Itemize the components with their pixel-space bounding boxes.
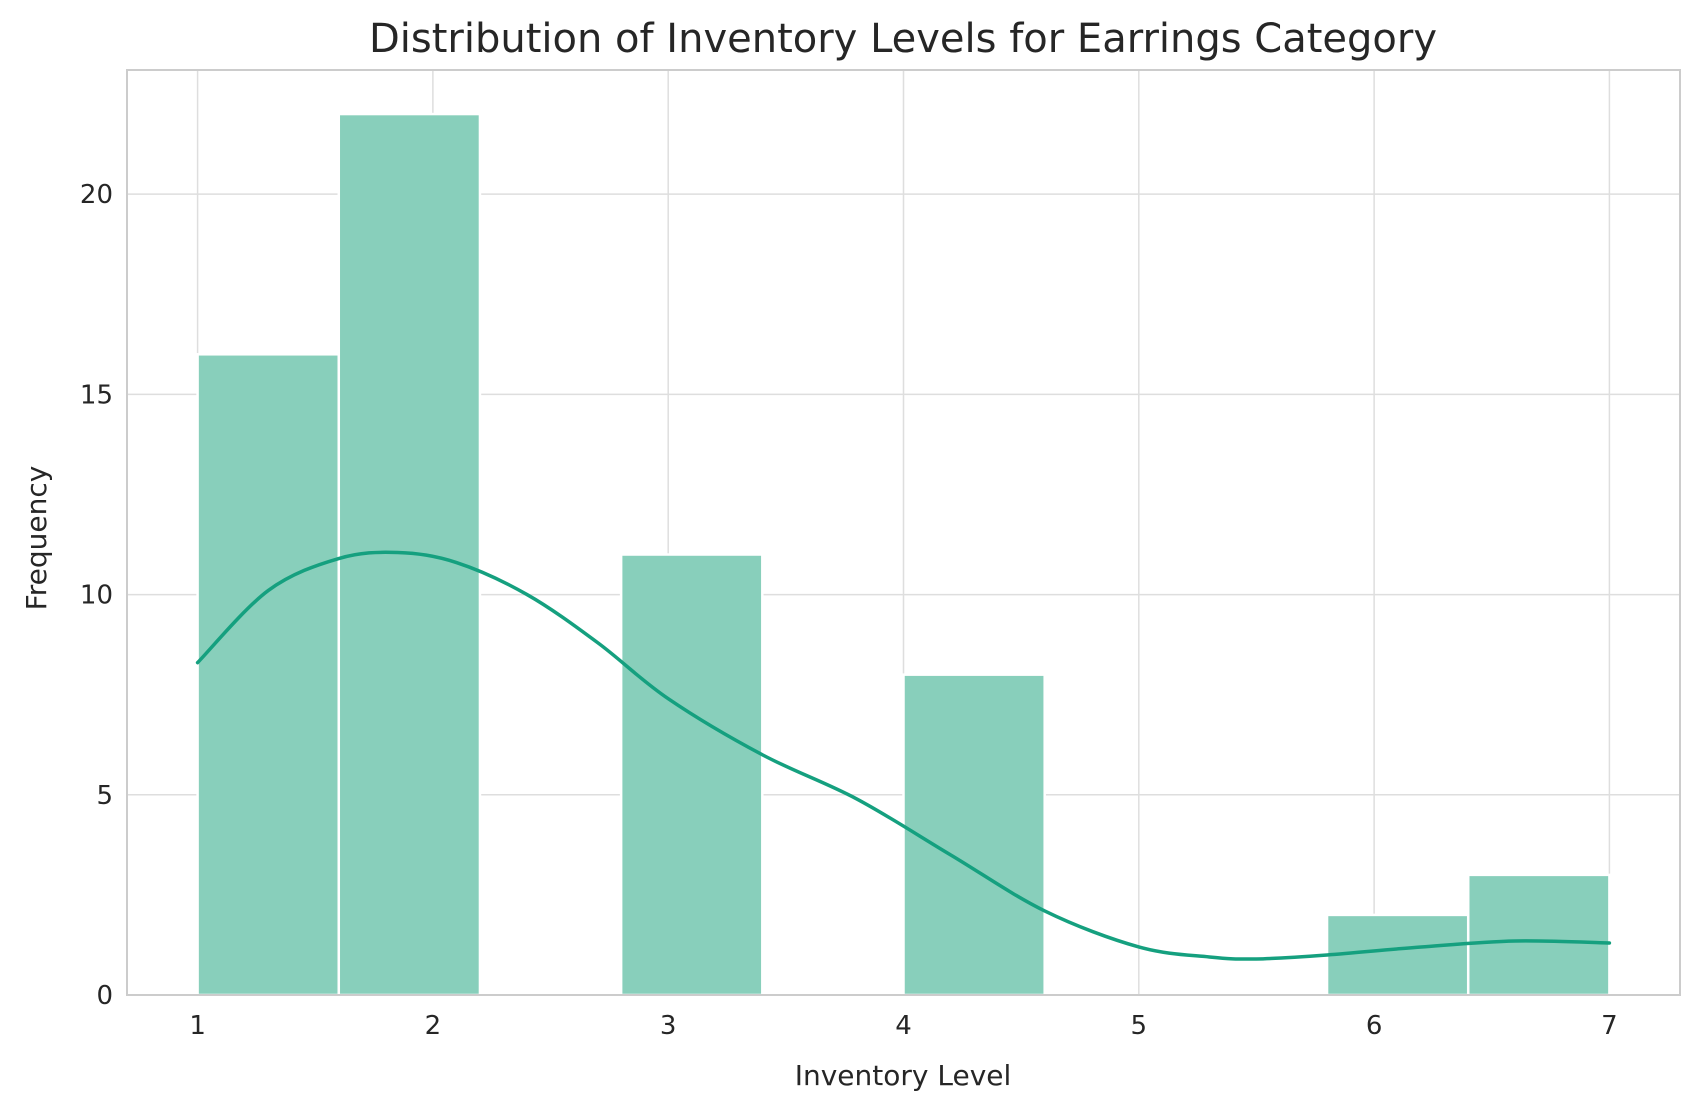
x-tick-labels: 1 2 3 4 5 6 7 <box>189 1011 1617 1041</box>
chart-title: Distribution of Inventory Levels for Ear… <box>369 16 1437 62</box>
x-axis-label: Inventory Level <box>795 1059 1012 1092</box>
x-tick-label: 6 <box>1366 1011 1383 1041</box>
histogram-bar <box>619 553 764 997</box>
x-tick-label: 5 <box>1131 1011 1148 1041</box>
x-tick-label: 7 <box>1601 1011 1618 1041</box>
y-tick-label: 15 <box>80 380 113 410</box>
kde-curve <box>195 550 1612 961</box>
plot-frame <box>126 69 1681 996</box>
y-tick-label: 5 <box>96 781 113 811</box>
x-tick-label: 4 <box>895 1011 912 1041</box>
x-tick-label: 1 <box>189 1011 206 1041</box>
histogram-bar <box>1466 873 1611 997</box>
bars-layer <box>196 112 1611 997</box>
y-tick-label: 0 <box>96 981 113 1011</box>
histogram-bar <box>902 673 1046 997</box>
y-tick-labels: 0 5 10 15 20 <box>80 180 113 1011</box>
x-tick-label: 3 <box>660 1011 677 1041</box>
kde-layer <box>195 550 1612 961</box>
y-axis-label: Frequency <box>20 466 53 611</box>
x-tick-label: 2 <box>425 1011 442 1041</box>
y-tick-label: 20 <box>80 180 113 210</box>
histogram-bar <box>196 353 341 997</box>
y-tick-label: 10 <box>80 581 113 611</box>
